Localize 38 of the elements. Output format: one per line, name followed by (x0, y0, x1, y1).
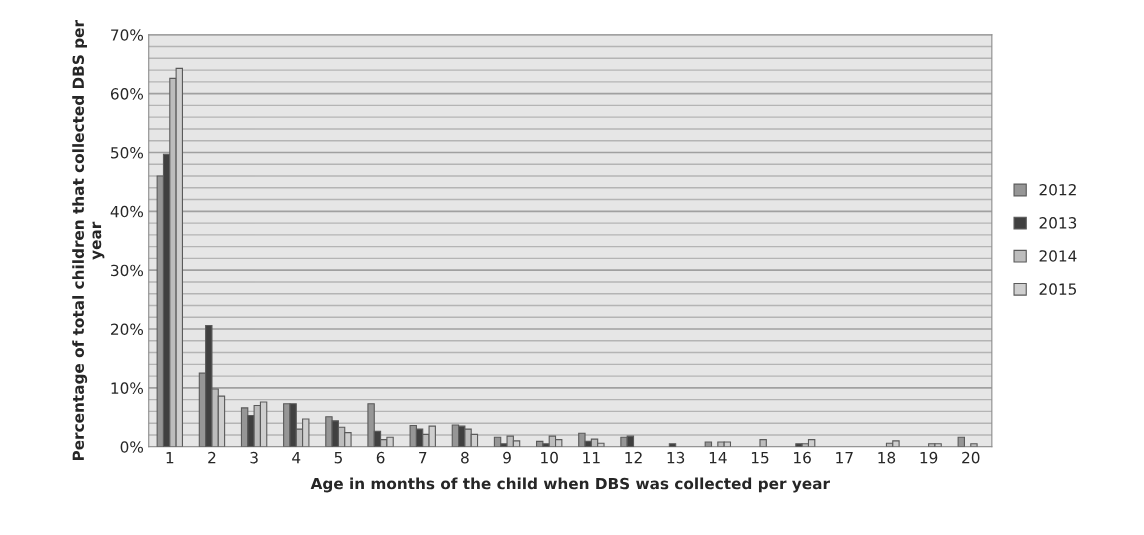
x-tick-label: 3 (250, 451, 258, 464)
y-tick-label: 40% (110, 205, 144, 218)
x-tick-label: 17 (836, 452, 853, 464)
x-tick-label: 19 (920, 451, 938, 464)
y-tick-label: 50% (111, 146, 144, 159)
legend-label: 2012 (1039, 183, 1076, 196)
x-tick-label: 9 (503, 451, 511, 464)
bar (704, 441, 713, 447)
x-tick-label: 8 (461, 451, 469, 464)
x-tick-label: 14 (709, 452, 727, 464)
y-tick-label: 70% (111, 29, 144, 41)
x-tick-label: 1 (166, 452, 174, 464)
y-axis-title: Percentage of total children that collected DBS per year (72, 20, 105, 461)
bar (957, 436, 966, 447)
x-tick-label: 2 (208, 451, 216, 464)
x-tick-label: 6 (376, 451, 385, 464)
x-axis-title: Age in months of the child when DBS was collected per year (310, 477, 830, 493)
x-tick-label: 11 (583, 452, 600, 464)
x-tick-label: 16 (794, 451, 811, 464)
bar (970, 443, 978, 447)
legend-label: 2015 (1039, 283, 1077, 295)
y-tick-label: 30% (111, 264, 144, 277)
x-tick-label: 18 (878, 451, 896, 464)
bar (759, 439, 767, 447)
y-tick-label: 20% (111, 323, 144, 336)
x-tick-label: 20 (962, 451, 980, 464)
x-tick-label: 12 (625, 451, 642, 464)
x-tick-label: 13 (667, 451, 685, 464)
legend-label: 2014 (1039, 250, 1077, 262)
x-tick-label: 4 (292, 452, 301, 464)
x-tick-label: 7 (419, 452, 427, 464)
x-tick-label: 10 (541, 451, 558, 464)
x-tick-label: 15 (751, 452, 769, 464)
y-tick-label: 10% (111, 382, 144, 394)
legend-label: 2013 (1039, 217, 1077, 229)
y-tick-label: 60% (110, 88, 144, 100)
y-tick-label: 0% (120, 441, 144, 453)
x-tick-label: 5 (334, 452, 342, 464)
